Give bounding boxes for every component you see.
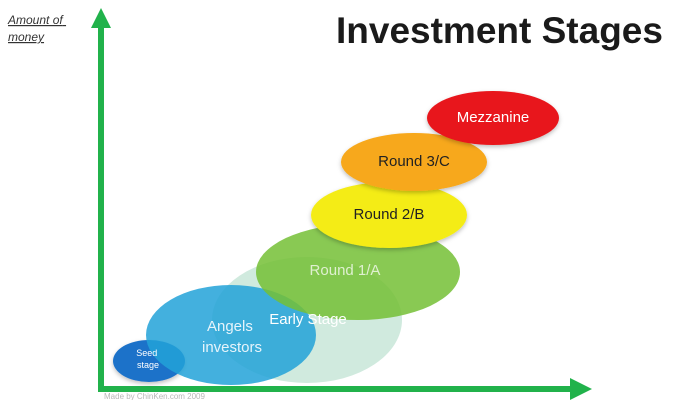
angels-investors-label-line-2: investors: [202, 339, 262, 356]
seed-stage-label-line-1: Seed: [136, 348, 157, 358]
y-axis-arrowhead: [91, 8, 111, 28]
stage-ellipses: [113, 91, 559, 385]
round-2b-label-line-1: Round 2/B: [354, 206, 425, 223]
y-axis-label: Amount of money: [7, 13, 66, 44]
angels-investors-label: Angels investors: [202, 318, 262, 356]
y-axis-label-line-2: money: [8, 30, 45, 44]
round-3c-ellipse: [341, 133, 487, 191]
early-stage-label: Early Stage: [269, 311, 347, 328]
stage-labels: Early Stage Seed stage Angels investors …: [136, 109, 529, 370]
mezzanine-label-line-1: Mezzanine: [457, 109, 530, 126]
mezzanine-label: Mezzanine: [457, 109, 530, 126]
axes: [91, 8, 592, 400]
round-3c-label-line-1: Round 3/C: [378, 153, 450, 170]
round-1a-label-line-1: Round 1/A: [310, 262, 381, 279]
seed-stage-label: Seed stage: [136, 348, 160, 370]
x-axis-arrowhead: [570, 378, 592, 400]
mezzanine-ellipse: [427, 91, 559, 145]
round-1a-ellipse: [256, 224, 460, 320]
round-2b-label: Round 2/B: [354, 206, 425, 223]
round-3c-label: Round 3/C: [378, 153, 450, 170]
credit-text: Made by ChinKen.com 2009: [104, 392, 206, 400]
round-2b-ellipse: [311, 182, 467, 248]
y-axis-label-line-1: Amount of: [7, 13, 64, 27]
angels-investors-label-line-1: Angels: [207, 318, 253, 335]
round-1a-label: Round 1/A: [310, 262, 381, 279]
seed-stage-label-line-2: stage: [137, 360, 159, 370]
angels-investors-ellipse: [146, 285, 316, 385]
early-stage-label-line-1: Early Stage: [269, 311, 347, 328]
page-title: Investment Stages: [336, 10, 663, 51]
